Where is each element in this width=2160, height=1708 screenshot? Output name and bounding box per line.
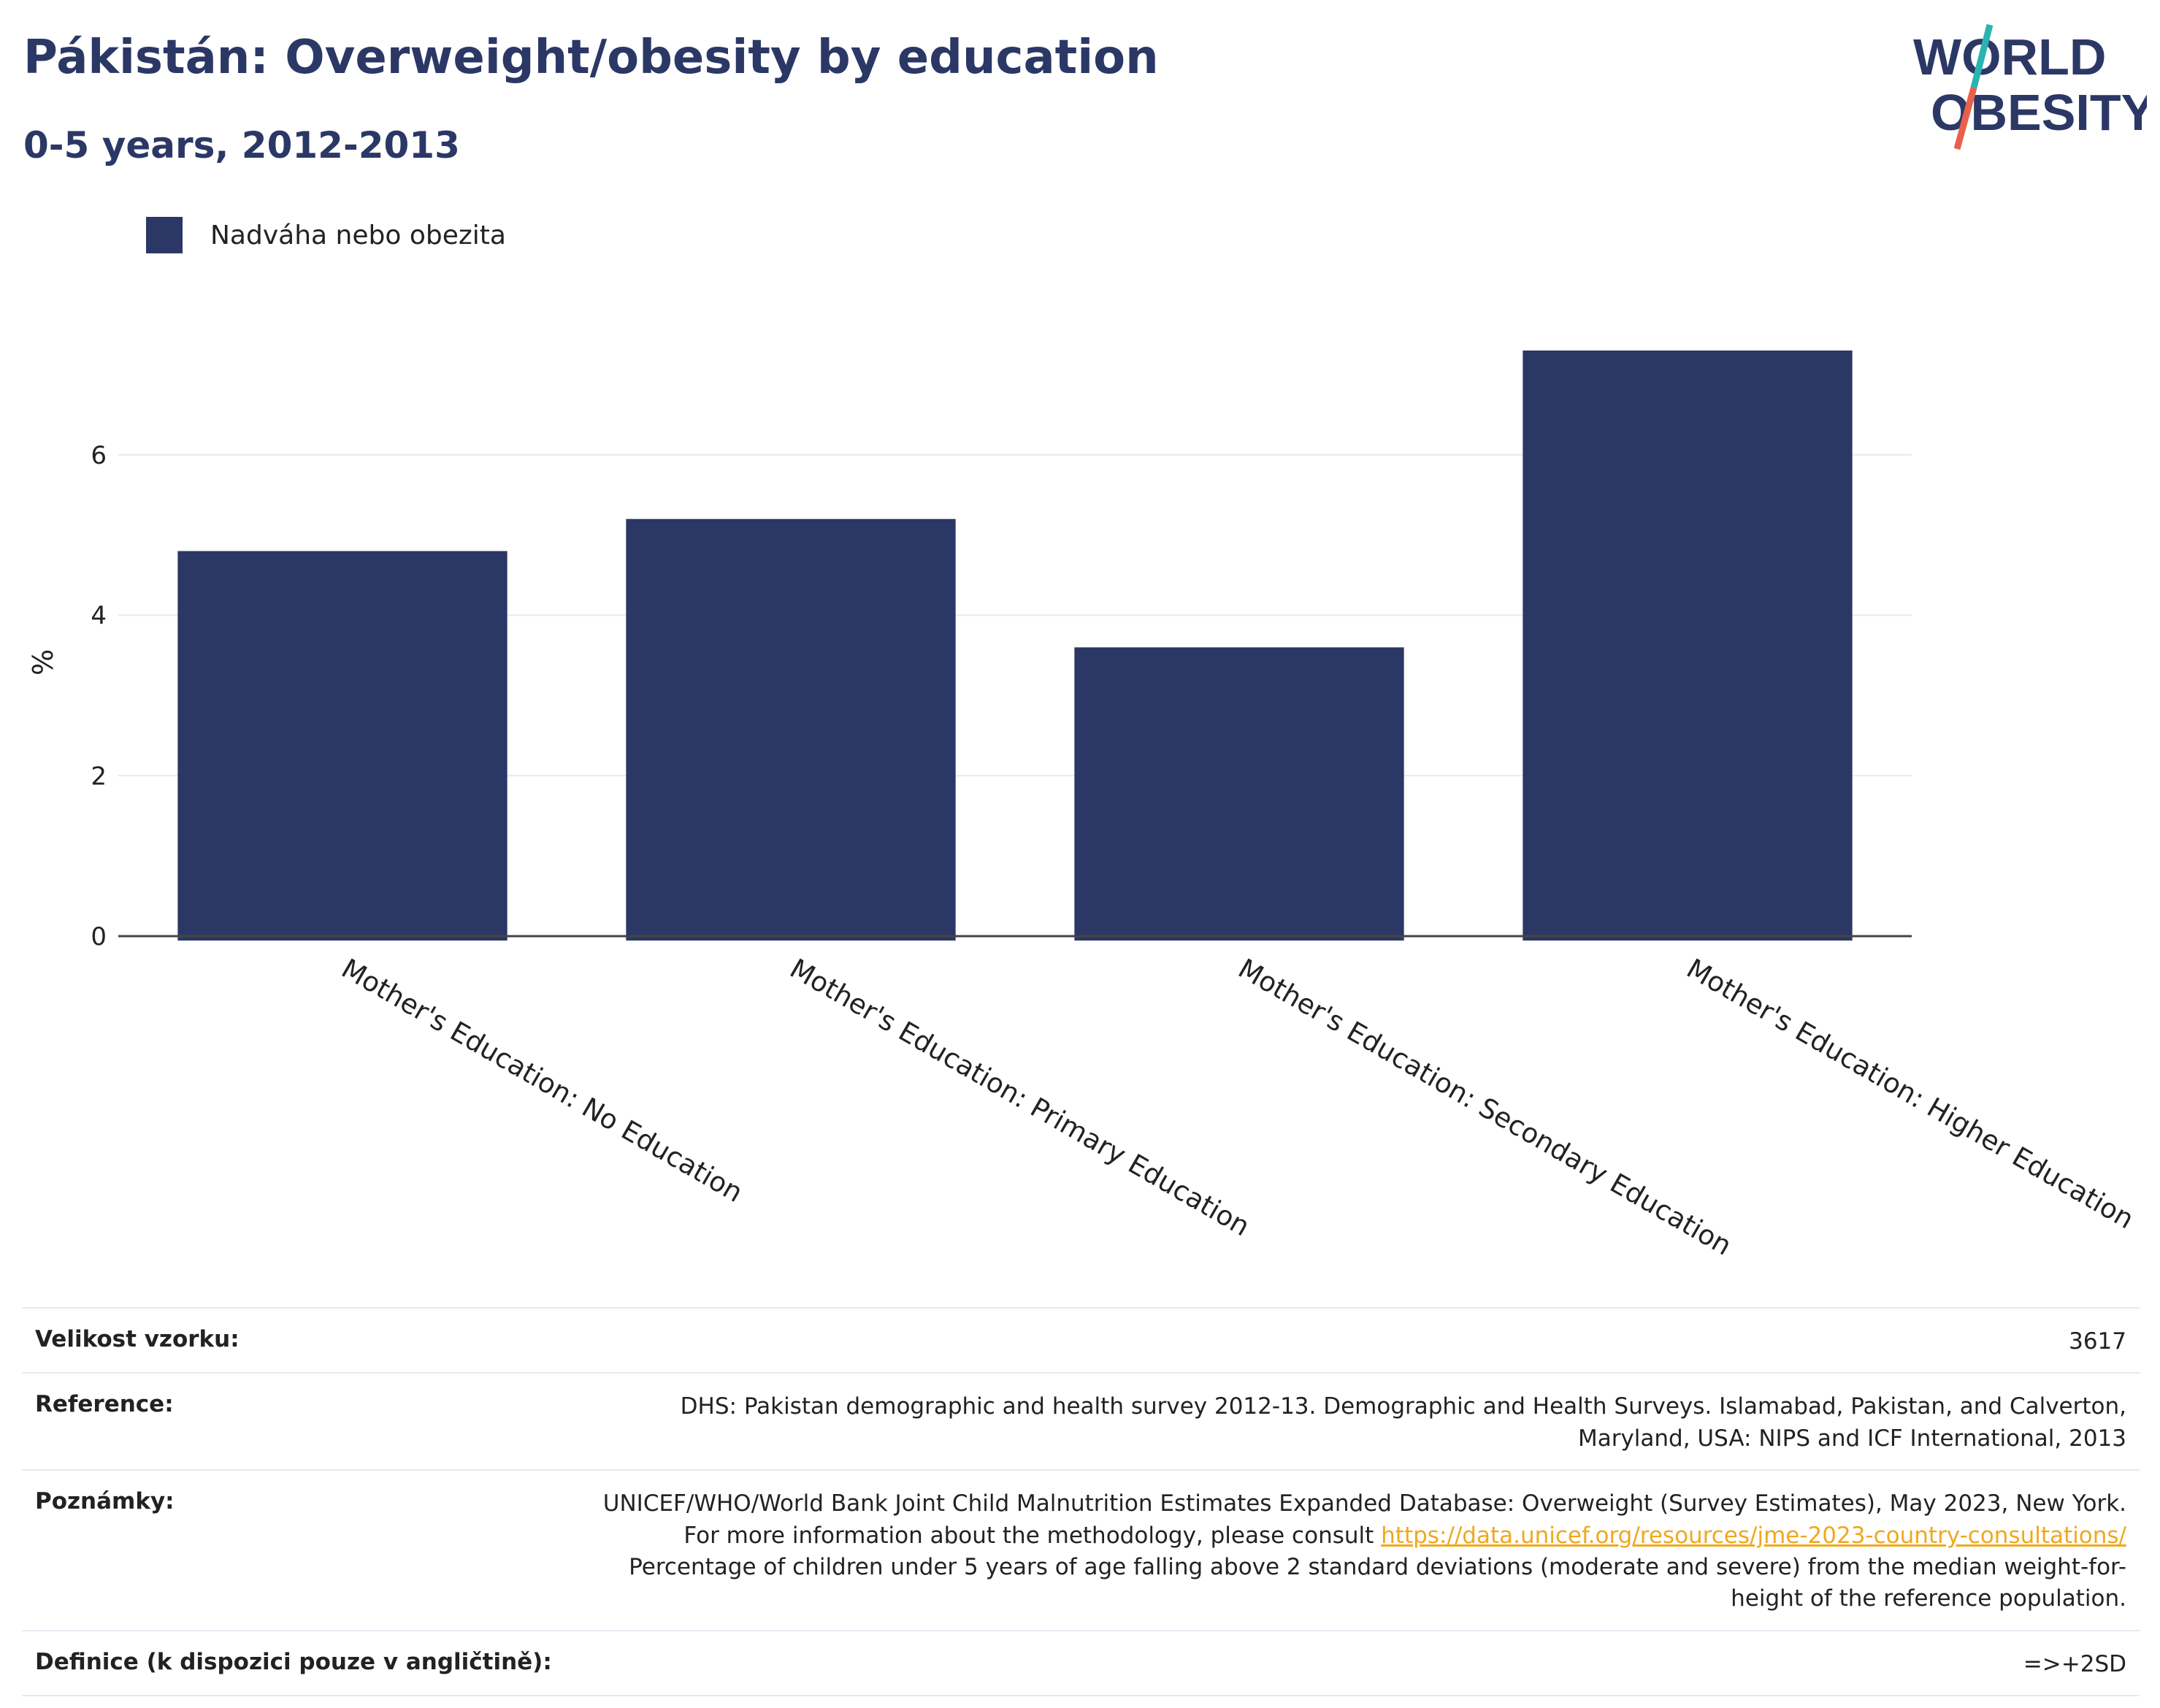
y-tick-label: 6: [91, 441, 107, 470]
chart-subtitle: 0-5 years, 2012-2013: [23, 124, 460, 166]
x-tick-label: Mother's Education: Higher Education: [1682, 953, 2140, 1236]
meta-notes-value: UNICEF/WHO/World Bank Joint Child Malnut…: [578, 1488, 2126, 1615]
meta-row-definition: Definice (k dispozici pouze v angličtině…: [22, 1629, 2140, 1697]
legend[interactable]: Nadváha nebo obezita: [146, 216, 506, 254]
legend-label: Nadváha nebo obezita: [210, 220, 506, 250]
y-tick-label: 2: [91, 762, 107, 791]
logo-line1: WORLD: [1913, 28, 2106, 85]
bar: [177, 551, 508, 941]
meta-notes-text1: UNICEF/WHO/World Bank Joint Child Malnut…: [602, 1490, 2126, 1549]
logo-slash-teal: [1970, 23, 1994, 89]
y-tick-label: 4: [91, 602, 107, 631]
x-tick-label: Mother's Education: Secondary Education: [1233, 953, 1737, 1262]
metadata-table: Velikost vzorku: 3617 Reference: DHS: Pa…: [22, 1307, 2140, 1697]
bar: [1523, 351, 1853, 941]
meta-row-notes: Poznámky: UNICEF/WHO/World Bank Joint Ch…: [22, 1469, 2140, 1630]
meta-notes-label: Poznámky:: [35, 1488, 175, 1515]
chart-title: Pákistán: Overweight/obesity by educatio…: [23, 31, 1159, 85]
meta-sample-value: 3617: [2069, 1328, 2126, 1355]
meta-reference-value: DHS: Pakistan demographic and health sur…: [680, 1393, 2126, 1452]
meta-sample-label: Velikost vzorku:: [35, 1326, 240, 1352]
logo-slash-red: [1953, 86, 1977, 150]
legend-swatch: [146, 217, 183, 253]
x-tick-label: Mother's Education: Primary Education: [785, 953, 1255, 1243]
meta-notes-link[interactable]: https://data.unicef.org/resources/jme-20…: [1381, 1522, 2126, 1549]
meta-reference-label: Reference:: [35, 1391, 174, 1418]
meta-row-reference: Reference: DHS: Pakistan demographic and…: [22, 1372, 2140, 1469]
x-tick-label: Mother's Education: No Education: [337, 953, 748, 1209]
meta-notes-text2: Percentage of children under 5 years of …: [629, 1553, 2126, 1612]
world-obesity-logo: WORLD OBESITY: [1913, 23, 2147, 150]
meta-definition-value: =>+2SD: [2023, 1650, 2126, 1677]
meta-row-sample: Velikost vzorku: 3617: [22, 1307, 2140, 1372]
y-tick-label: 0: [91, 922, 107, 951]
bar: [1074, 647, 1404, 941]
bar: [626, 518, 956, 941]
meta-definition-label: Definice (k dispozici pouze v angličtině…: [35, 1648, 552, 1675]
y-axis-label: %: [27, 649, 59, 675]
